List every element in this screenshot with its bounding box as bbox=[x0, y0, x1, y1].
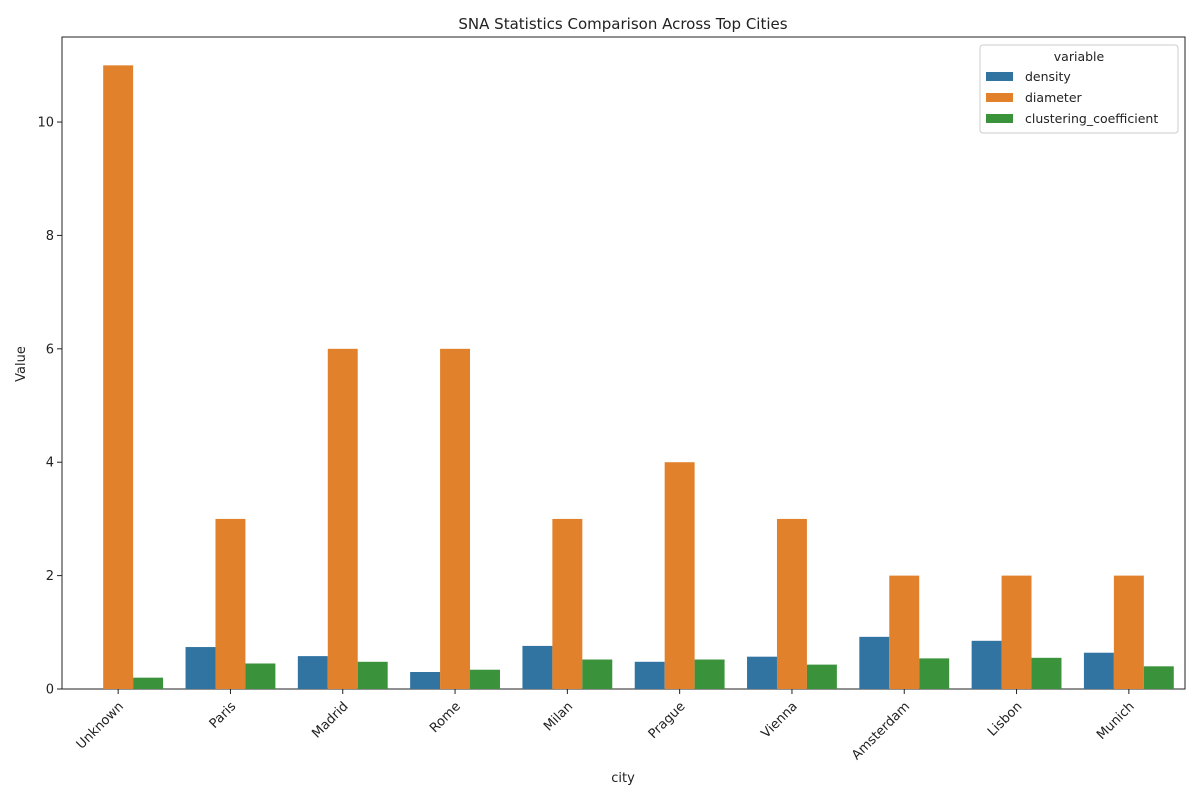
bar-diameter-milan bbox=[552, 518, 583, 689]
legend-box bbox=[979, 44, 1179, 134]
bar-clustering_coefficient-madrid bbox=[357, 661, 388, 689]
y-tick-label: 8 bbox=[46, 229, 54, 244]
legend-label-diameter: diameter bbox=[1025, 90, 1083, 105]
y-tick-label: 0 bbox=[46, 683, 54, 698]
bar-clustering_coefficient-rome bbox=[470, 669, 500, 689]
x-tick-label: Rome bbox=[427, 699, 464, 736]
bar-clustering_coefficient-vienna bbox=[806, 664, 837, 689]
bar-diameter-prague bbox=[664, 462, 695, 689]
legend-swatch-diameter bbox=[986, 93, 1013, 102]
legend-swatch-clustering_coefficient bbox=[986, 114, 1013, 123]
legend-title: variable bbox=[1054, 49, 1105, 64]
y-axis: 0 2 4 6 8 10 bbox=[37, 116, 62, 698]
x-tick-label: Munich bbox=[1094, 699, 1138, 743]
bar-density-amsterdam bbox=[859, 636, 890, 689]
bar-clustering_coefficient-amsterdam bbox=[919, 658, 950, 689]
x-tick-label: Milan bbox=[541, 699, 576, 734]
x-axis: Unknown Paris Madrid Rome Milan Prague Vienna A… bbox=[74, 689, 1138, 763]
bar-diameter-rome bbox=[440, 348, 471, 689]
bar-density-vienna bbox=[747, 656, 777, 689]
bar-diameter-paris bbox=[215, 518, 246, 689]
legend-label-density: density bbox=[1025, 69, 1071, 84]
bar-density-rome bbox=[410, 671, 441, 689]
bar-clustering_coefficient-milan bbox=[582, 659, 613, 689]
x-axis-label: city bbox=[611, 771, 635, 786]
legend: variable density diameter clustering_coeffi… bbox=[979, 44, 1179, 134]
legend-label-clustering_coefficient: clustering_coefficient bbox=[1025, 111, 1158, 126]
x-tick-label: Madrid bbox=[309, 699, 351, 741]
bar-clustering_coefficient-lisbon bbox=[1031, 657, 1062, 689]
bar-clustering_coefficient-munich bbox=[1143, 666, 1174, 689]
bar-density-paris bbox=[185, 647, 216, 689]
y-tick-label: 6 bbox=[46, 342, 54, 357]
bar-diameter-munich bbox=[1113, 575, 1144, 689]
y-tick-label: 10 bbox=[37, 116, 54, 131]
x-tick-label: Lisbon bbox=[985, 699, 1025, 739]
chart-title: SNA Statistics Comparison Across Top Cit… bbox=[458, 15, 787, 33]
bar-clustering_coefficient-unknown bbox=[133, 677, 164, 689]
bar-clustering_coefficient-prague bbox=[694, 659, 725, 689]
x-tick-label: Vienna bbox=[759, 699, 801, 741]
bar-density-prague bbox=[634, 661, 665, 689]
bar-clustering_coefficient-paris bbox=[245, 663, 276, 689]
bars-group bbox=[103, 65, 1174, 689]
y-tick-label: 2 bbox=[46, 569, 54, 584]
legend-swatch-density bbox=[986, 72, 1013, 81]
plot-area bbox=[61, 36, 1186, 690]
bar-diameter-unknown bbox=[103, 65, 134, 689]
x-tick-label: Prague bbox=[646, 699, 689, 742]
bar-diameter-madrid bbox=[327, 348, 358, 689]
bar-density-madrid bbox=[297, 656, 328, 689]
bar-diameter-amsterdam bbox=[889, 575, 920, 689]
x-tick-label: Unknown bbox=[74, 699, 127, 752]
x-tick-label: Amsterdam bbox=[849, 699, 913, 763]
y-axis-label: Value bbox=[14, 346, 29, 382]
x-tick-label: Paris bbox=[207, 699, 240, 732]
bar-density-munich bbox=[1083, 652, 1114, 689]
bar-density-lisbon bbox=[971, 640, 1002, 689]
bar-diameter-lisbon bbox=[1001, 575, 1032, 689]
bar-density-milan bbox=[522, 645, 553, 689]
bar-diameter-vienna bbox=[776, 518, 807, 689]
y-tick-label: 4 bbox=[46, 456, 54, 471]
plot-frame bbox=[61, 36, 1186, 690]
